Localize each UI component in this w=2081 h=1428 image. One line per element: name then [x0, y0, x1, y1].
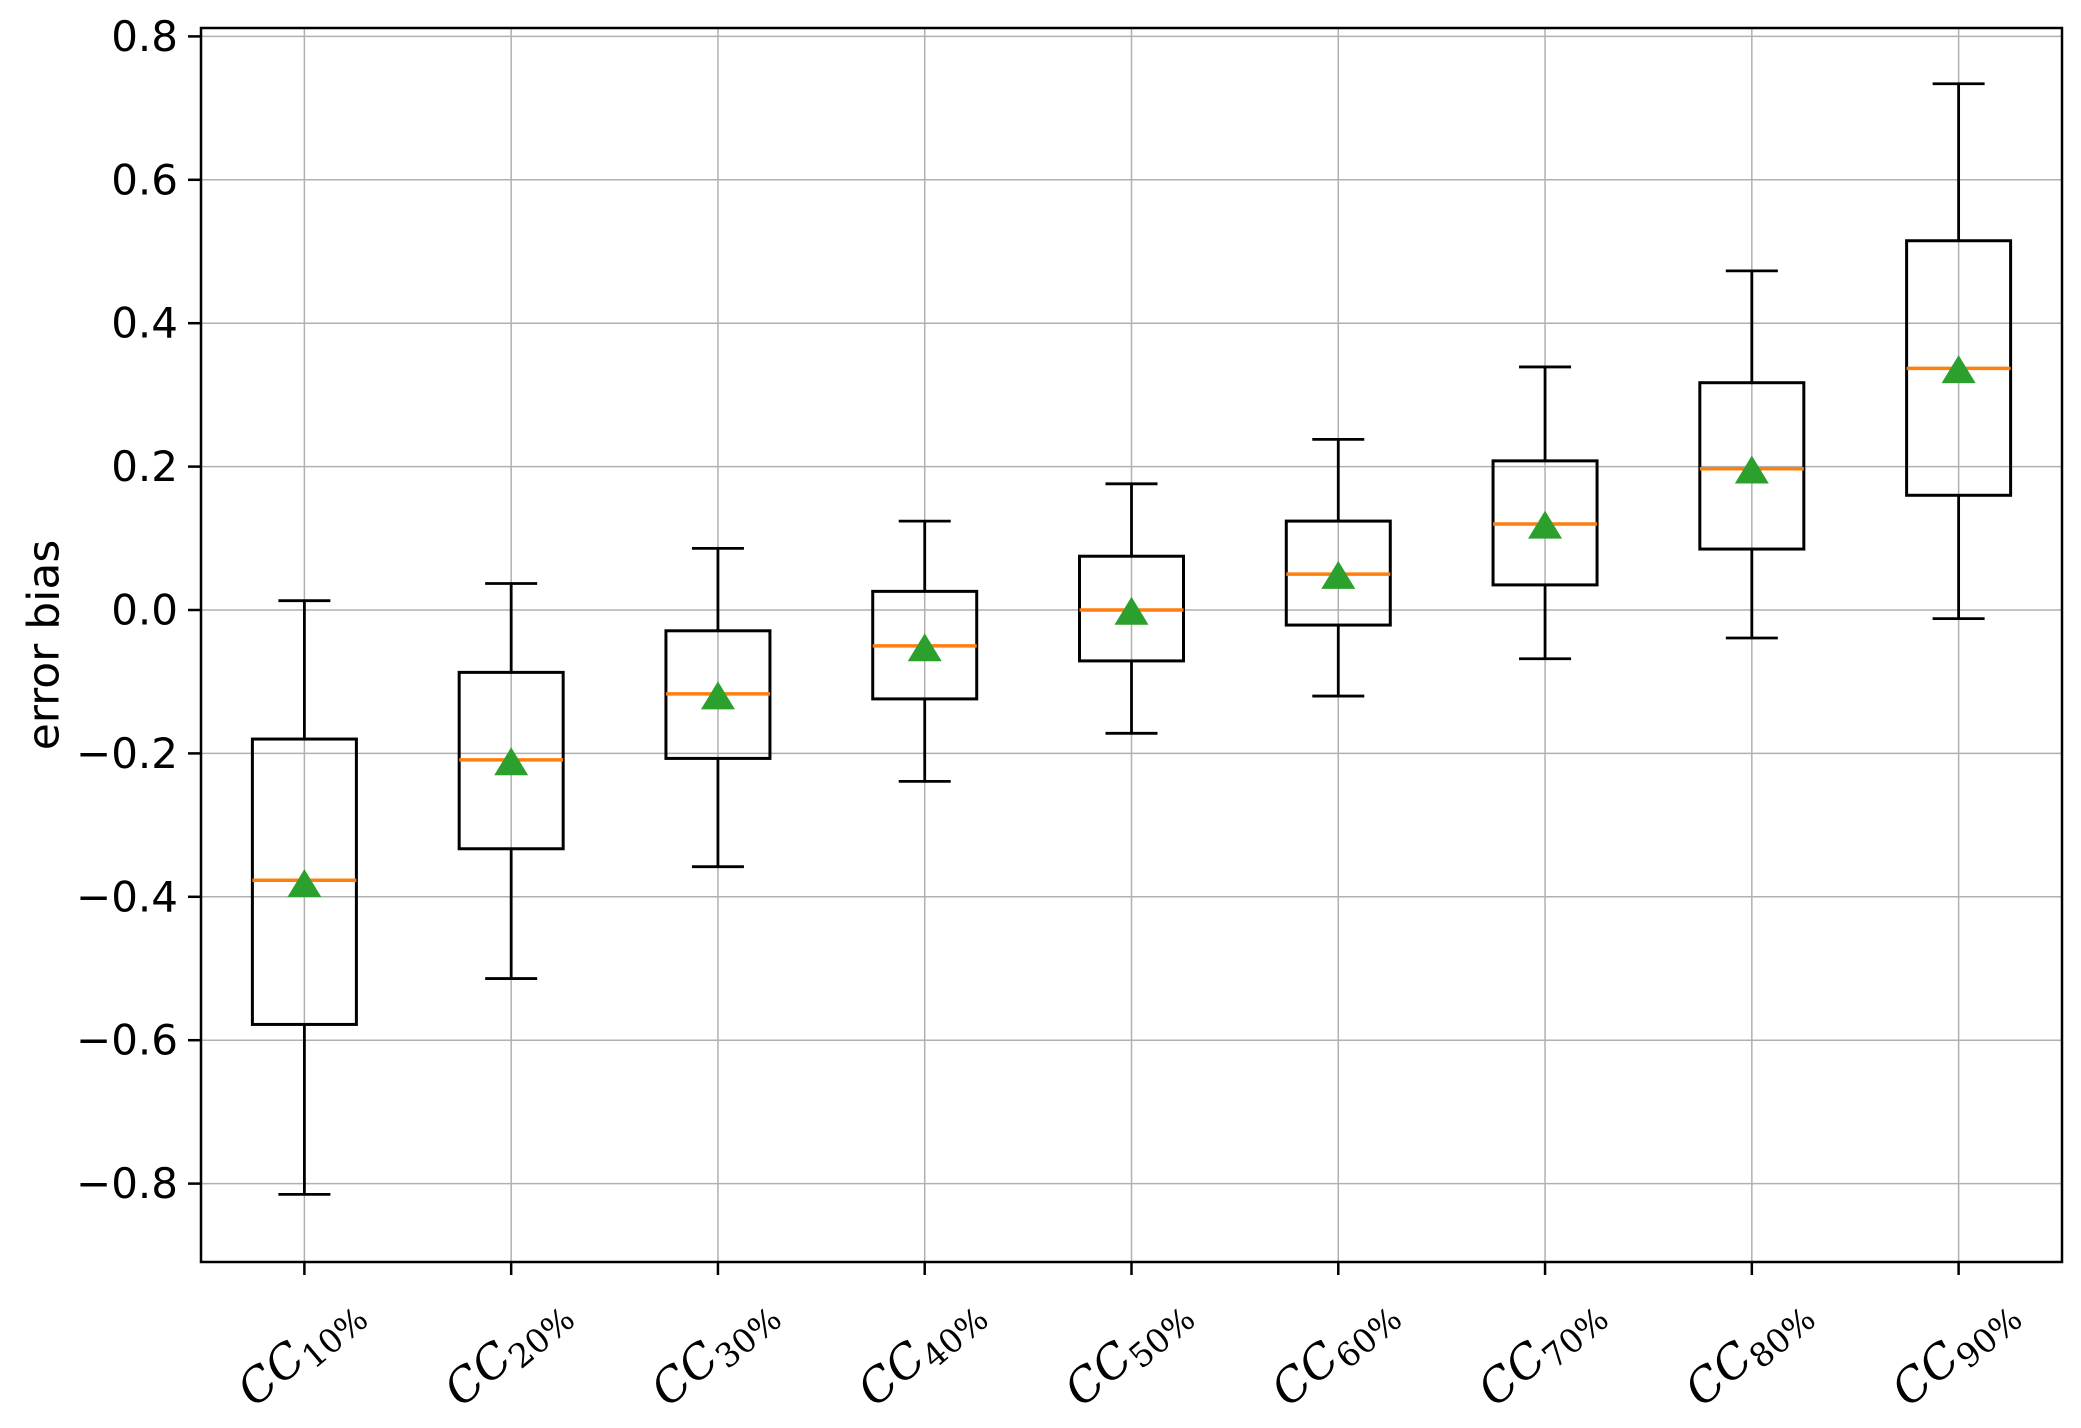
box-group-CC40%: [871, 519, 979, 783]
y-tick-label: −0.6: [76, 1016, 178, 1065]
box-group-CC20%: [457, 582, 565, 980]
y-tick-label: 0.4: [111, 299, 178, 348]
mean-marker: [494, 747, 529, 776]
y-tick-label: 0.2: [111, 442, 178, 491]
box-group-CC30%: [664, 546, 772, 869]
box-group-CC80%: [1698, 269, 1806, 640]
mean-marker: [1528, 510, 1563, 539]
box-group-CC60%: [1284, 437, 1392, 698]
mean-marker: [1734, 455, 1769, 484]
mean-marker: [1321, 560, 1356, 589]
mean-marker: [1114, 596, 1149, 625]
y-tick-label: 0.6: [111, 155, 178, 204]
box-group-CC50%: [1078, 482, 1185, 735]
mean-marker: [700, 681, 735, 710]
box-group-CC90%: [1905, 82, 2013, 621]
mean-marker: [1941, 355, 1976, 384]
y-tick-label: −0.4: [76, 872, 178, 921]
y-tick-label: −0.8: [76, 1159, 178, 1208]
iqr-box: [1698, 381, 1806, 551]
box-group-CC70%: [1491, 365, 1599, 661]
box-group-CC10%: [250, 599, 358, 1196]
mean-marker: [907, 633, 942, 662]
y-axis-label: error bias: [19, 540, 70, 751]
y-tick-label: 0.0: [111, 586, 178, 635]
y-tick-label: −0.2: [76, 729, 178, 778]
mean-marker: [287, 869, 322, 898]
y-tick-label: 0.8: [111, 12, 178, 61]
